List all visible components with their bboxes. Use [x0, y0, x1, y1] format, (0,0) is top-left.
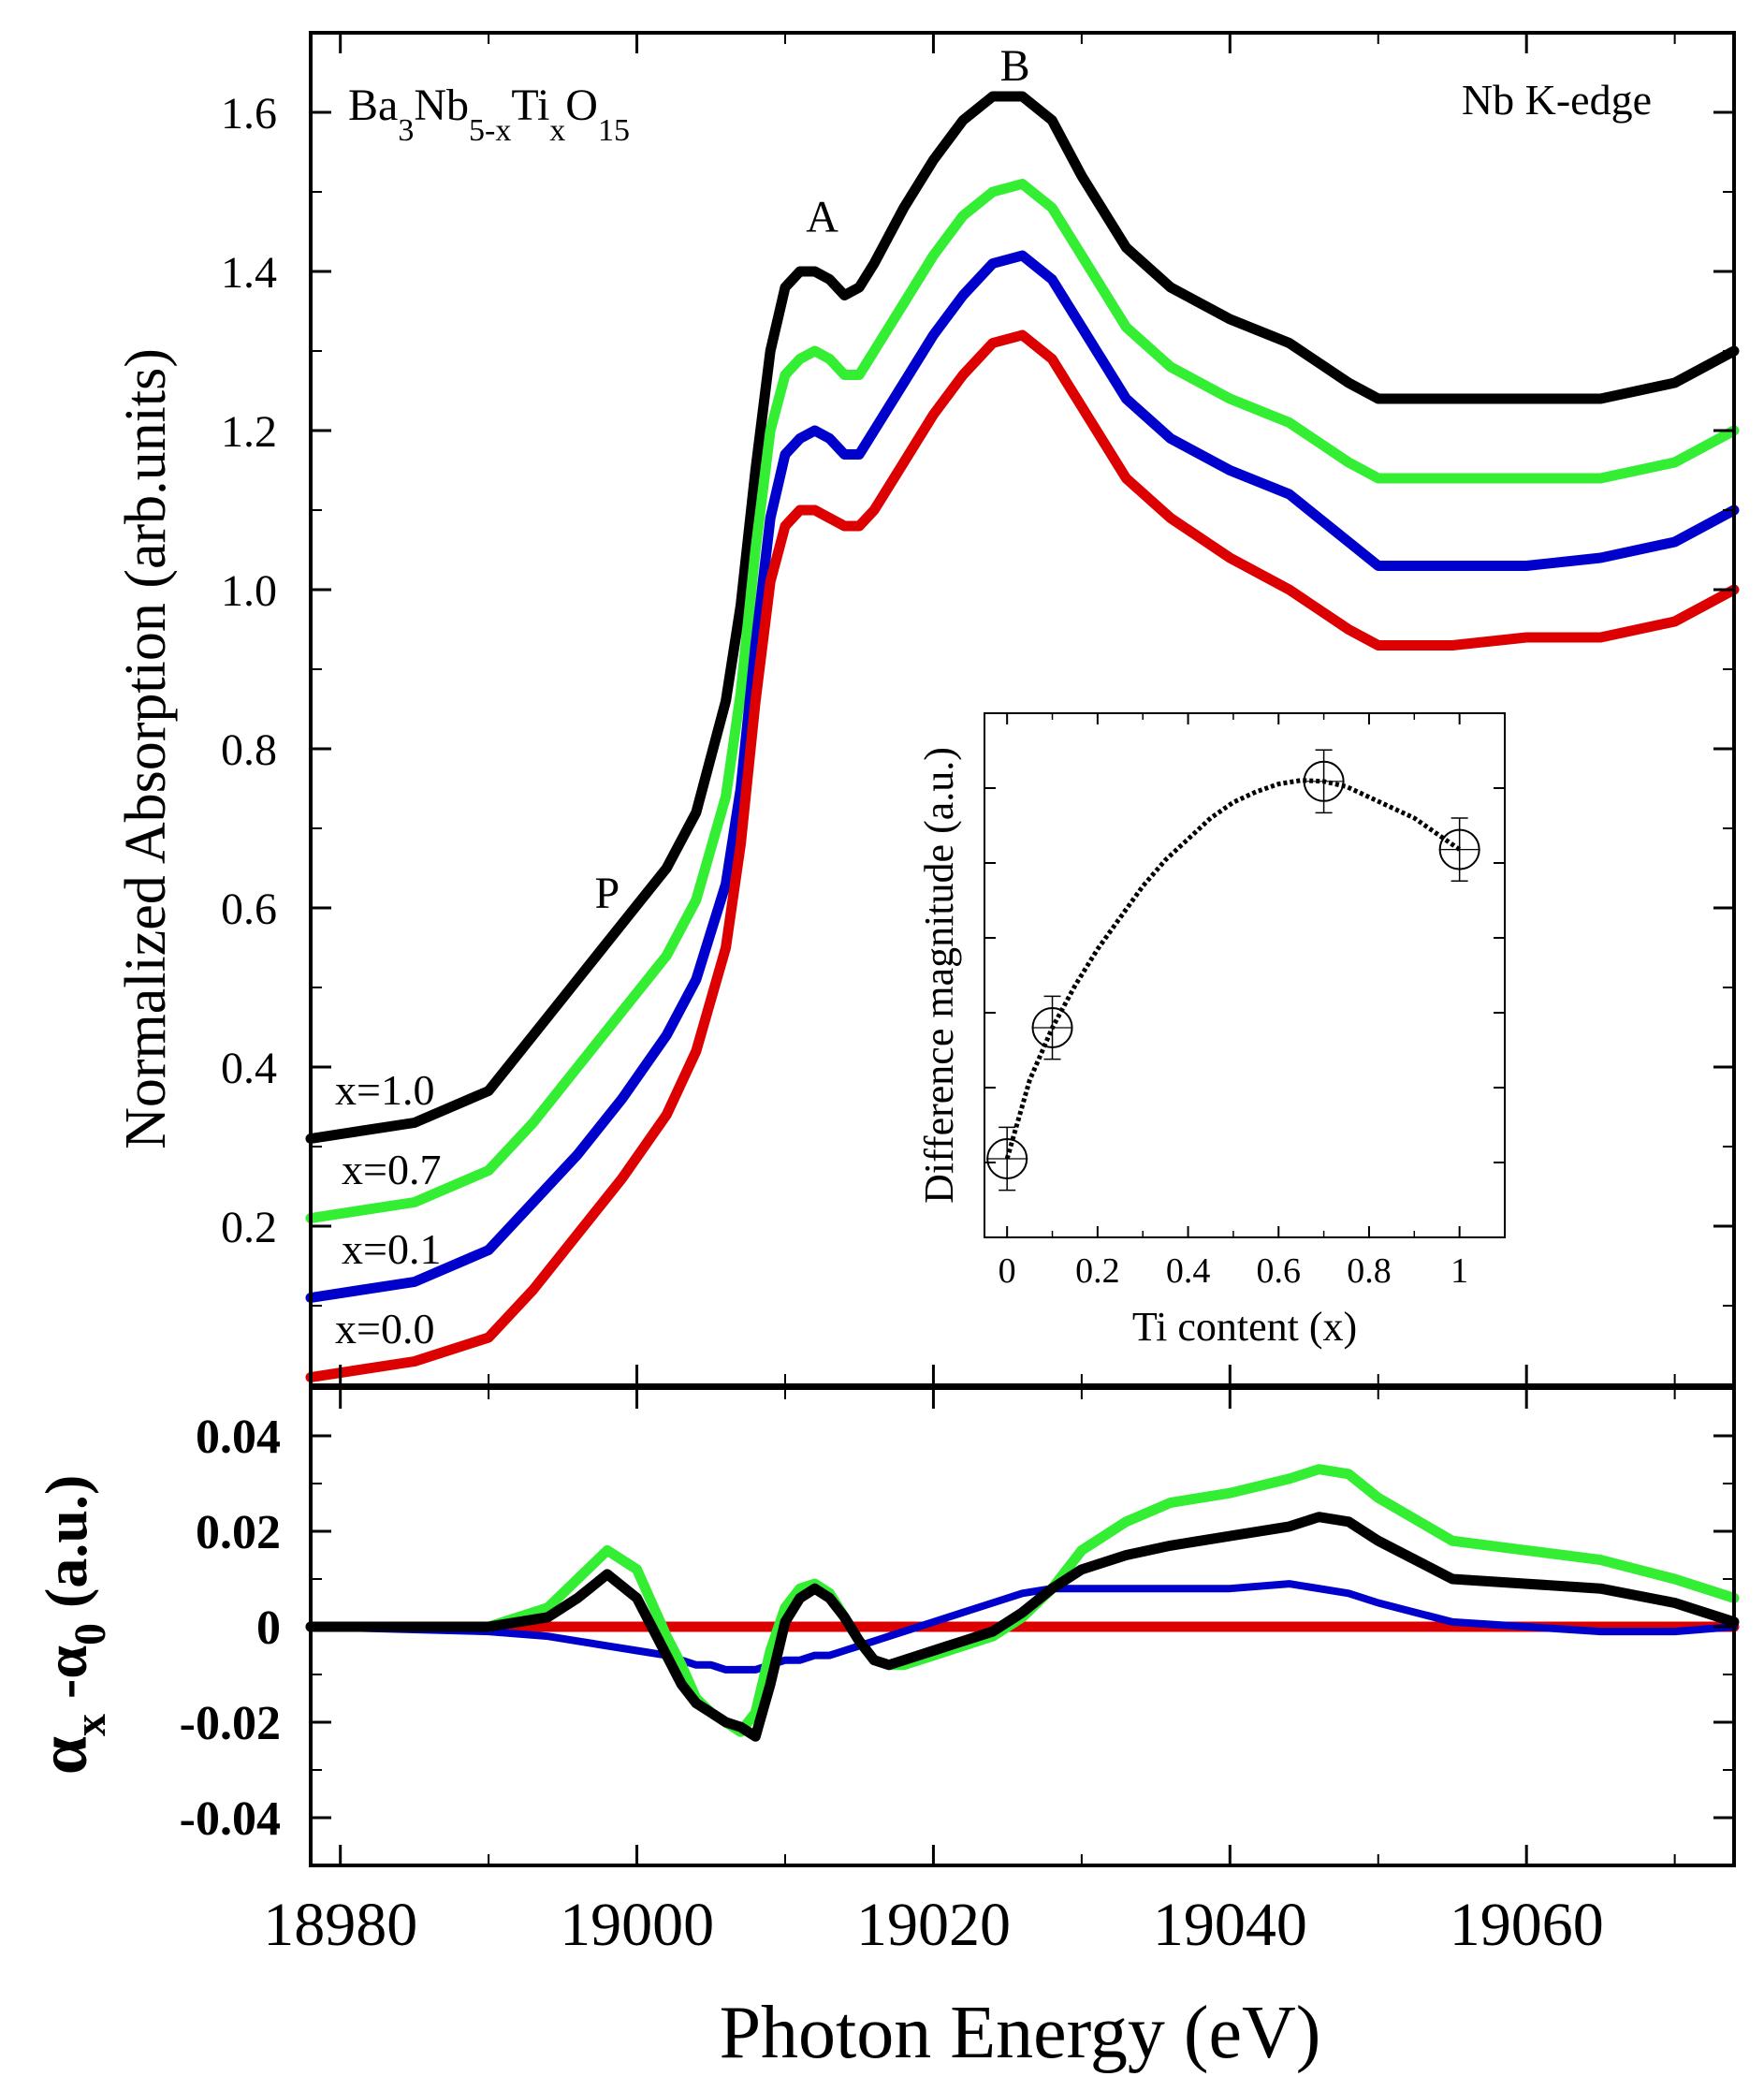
- inset-plot: 0 0.2 0.4 0.6 0.8 1 Ti content (x) Difference…: [916, 712, 1506, 1350]
- top-series-line-x01: [305, 250, 1740, 1303]
- top-series-line-x10: [305, 91, 1740, 1144]
- legend-x07: x=0.7: [342, 1146, 441, 1193]
- inset-xtick-label: 0.6: [1257, 1251, 1302, 1291]
- bottom-ylabel: αx -α0 (a.u.): [25, 1475, 115, 1776]
- bottom-ytick-label: 0.04: [196, 1411, 281, 1464]
- bottom-series-line-x10: [305, 1512, 1740, 1742]
- bottom-ytick-label: -0.02: [180, 1697, 281, 1750]
- bottom-xtick-label: 19000: [560, 1891, 714, 1959]
- top-ytick-labels: 0.2 0.4 0.6 0.8 1.0 1.2 1.4 1.6: [221, 89, 277, 1252]
- top-series-group: [305, 91, 1740, 1382]
- inset-xtick-label: 0.4: [1166, 1251, 1211, 1291]
- top-ytick-label: 0.4: [221, 1044, 277, 1093]
- inset-data-point: [1303, 760, 1345, 802]
- peak-label-A: A: [806, 193, 838, 242]
- top-ytick-label: 0.2: [221, 1203, 277, 1252]
- peak-label-B: B: [1000, 41, 1030, 91]
- edge-label: Nb K-edge: [1462, 76, 1652, 124]
- bottom-ytick-label: 0.02: [196, 1506, 281, 1559]
- formula-label: Ba3Nb5-xTixO15: [348, 80, 630, 148]
- inset-xtick-label: 1: [1451, 1251, 1468, 1291]
- bottom-xtick-label: 19040: [1153, 1891, 1307, 1959]
- legend-x01: x=0.1: [342, 1225, 441, 1273]
- bottom-xtick-label: 19020: [856, 1891, 1011, 1959]
- inset-xlabel: Ti content (x): [1132, 1304, 1357, 1350]
- inset-xtick-label: 0.2: [1075, 1251, 1120, 1291]
- peak-label-P: P: [595, 869, 620, 918]
- top-ytick-label: 1.4: [221, 248, 277, 298]
- bottom-xtick-label: 19060: [1450, 1891, 1604, 1959]
- bottom-xtick-labels: 18980 19000 19020 19040 19060: [263, 1891, 1604, 1959]
- legend-x10: x=1.0: [335, 1066, 434, 1114]
- top-ylabel: Normalized Absorption (arb.units): [114, 348, 178, 1149]
- top-series-line-x07: [305, 179, 1740, 1223]
- top-panel: 0.2 0.4 0.6 0.8 1.0 1.2 1.4 1.6 Normalized Abso…: [114, 31, 1740, 1387]
- bottom-panel: -0.04 -0.02 0 0.02 0.04 18980 19000 19020 19040…: [25, 1386, 1740, 2074]
- bottom-ytick-label: 0: [256, 1601, 281, 1655]
- bottom-series-group: [305, 1464, 1740, 1742]
- inset-xtick-label: 0: [999, 1251, 1016, 1291]
- inset-frame: [984, 712, 1506, 1238]
- top-ytick-label: 0.8: [221, 725, 277, 775]
- x-axis-label: Photon Energy (eV): [720, 1992, 1321, 2074]
- inset-fit-curve: [1004, 778, 1462, 1160]
- inset-xtick-label: 0.8: [1347, 1251, 1392, 1291]
- bottom-ytick-labels: -0.04 -0.02 0 0.02 0.04: [180, 1411, 281, 1846]
- inset-data-point: [986, 1138, 1028, 1179]
- bottom-xtick-label: 18980: [263, 1891, 417, 1959]
- peak-labels: P A B: [595, 41, 1030, 918]
- bottom-ytick-label: -0.04: [180, 1792, 281, 1846]
- top-plot-frame: [309, 31, 1736, 1387]
- top-ytick-label: 1.0: [221, 566, 277, 616]
- inset-content: 0 0.2 0.4 0.6 0.8 1: [984, 713, 1505, 1291]
- inset-ylabel: Difference magnitude (a.u.): [916, 747, 962, 1204]
- inset-data-point: [1031, 1007, 1073, 1048]
- top-ytick-label: 1.6: [221, 89, 277, 139]
- top-ytick-label: 1.2: [221, 407, 277, 457]
- inset-data-point: [1438, 828, 1480, 870]
- top-series-line-x00: [305, 329, 1740, 1382]
- top-ytick-label: 0.6: [221, 885, 277, 934]
- top-ticks: [311, 32, 1734, 1385]
- bottom-ticks: [311, 1388, 1734, 1865]
- legend-x00: x=0.0: [335, 1305, 434, 1353]
